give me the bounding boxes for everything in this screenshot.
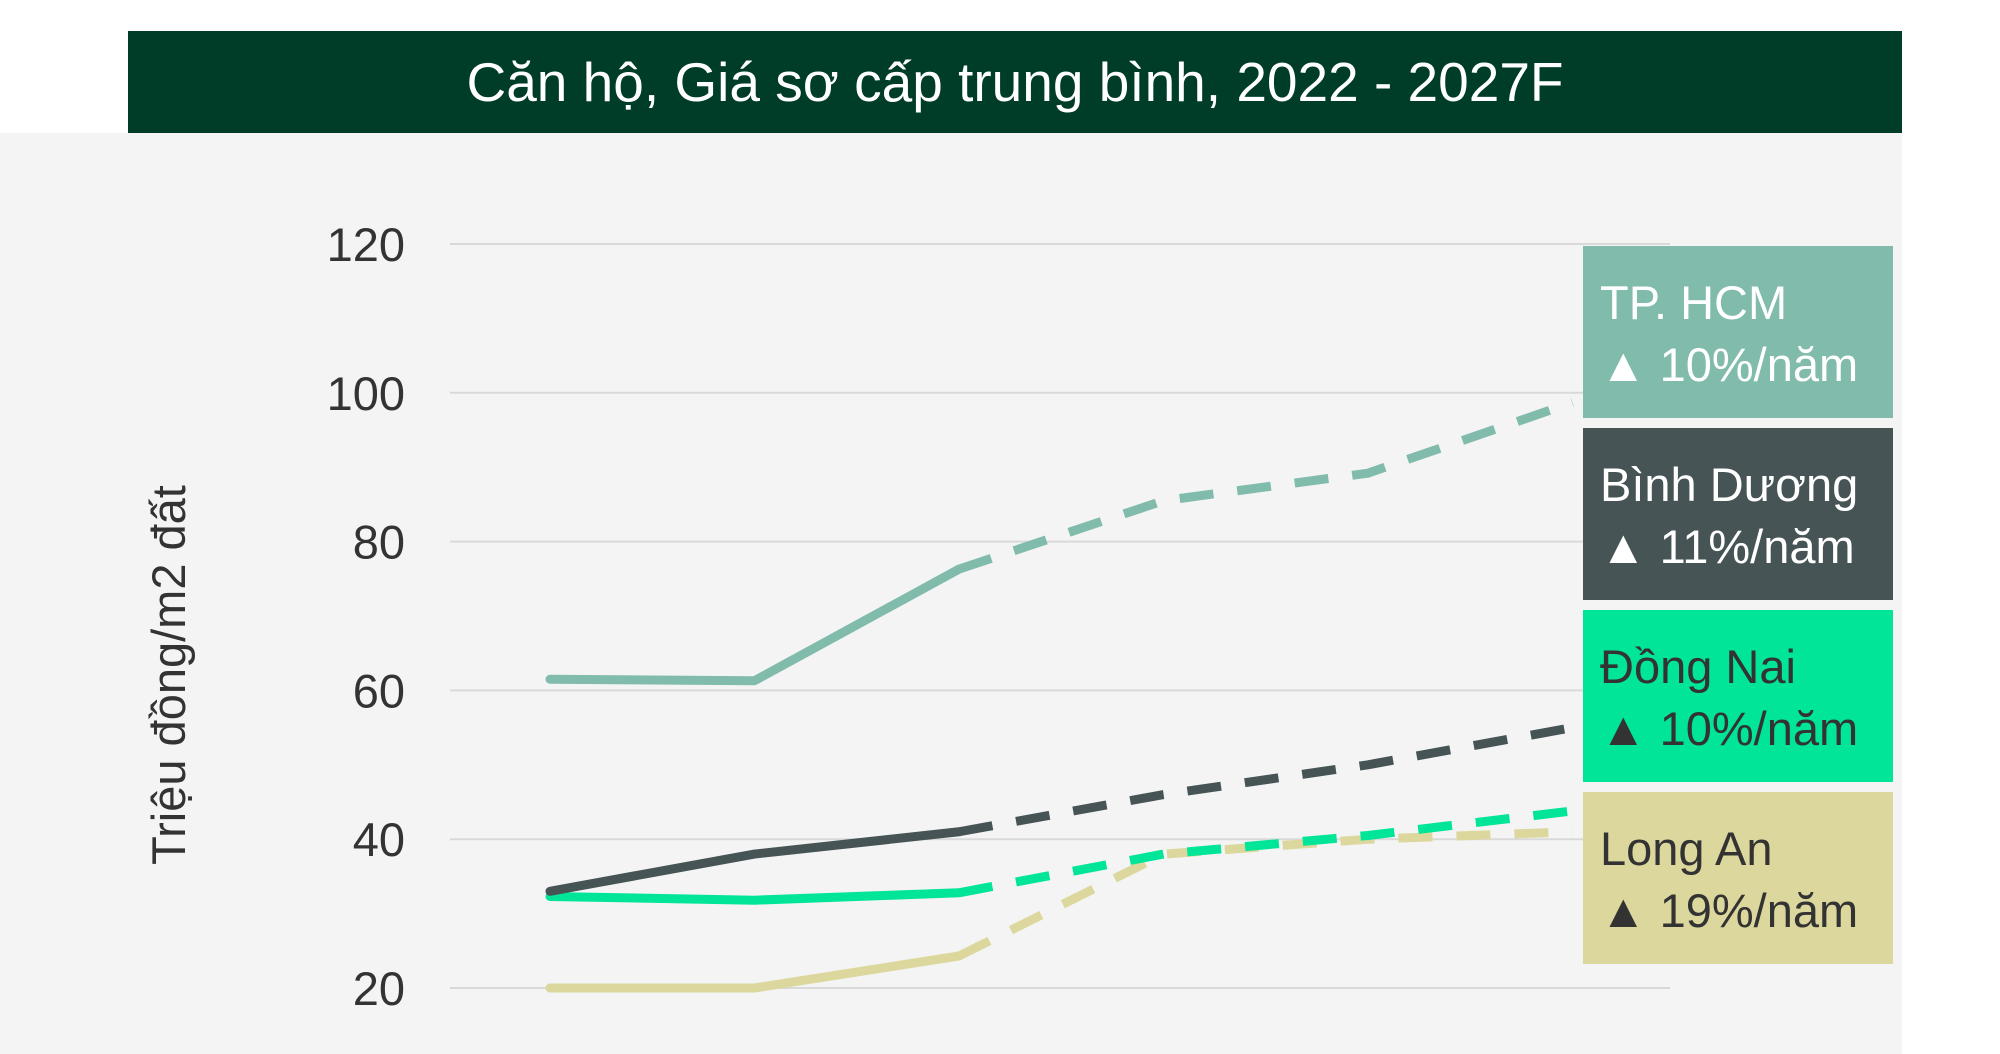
legend-series-name: Long An (1600, 822, 1773, 875)
y-axis-label: Triệu đồng/m2 đất (142, 485, 195, 865)
legend-item: Đồng Nai ▲ 10%/năm (1583, 610, 1893, 782)
legend-growth-rate: ▲ 19%/năm (1600, 884, 1859, 937)
series-line-actual-long-an (545, 951, 964, 993)
legend-item: Bình Dương ▲ 11%/năm (1583, 428, 1893, 600)
legend-series-name: Đồng Nai (1600, 640, 1796, 693)
series-line-actual-b-nh-d-ng (545, 827, 964, 896)
y-tick-label: 40 (353, 813, 405, 866)
legend-growth-rate: ▲ 10%/năm (1600, 338, 1859, 391)
series-line-actual--ng-nai (545, 888, 964, 905)
legend-growth-rate: ▲ 10%/năm (1600, 702, 1859, 755)
legend-series-name: TP. HCM (1600, 276, 1788, 329)
series-line-forecast-long-an (956, 827, 1573, 961)
series-line-actual-tp-hcm (545, 564, 964, 686)
chart-title-bar: Căn hộ, Giá sơ cấp trung bình, 2022 - 20… (128, 31, 1902, 133)
y-tick-label: 60 (353, 664, 405, 717)
y-tick-label: 20 (353, 962, 405, 1015)
y-tick-label: 100 (327, 367, 405, 420)
series-line-forecast-tp-hcm (957, 398, 1574, 574)
y-tick-label: 120 (327, 218, 405, 271)
series-line-forecast--ng-nai (958, 806, 1574, 898)
legend-item: Long An ▲ 19%/năm (1583, 792, 1893, 964)
legend-series-name: Bình Dương (1600, 458, 1859, 511)
legend-growth-rate: ▲ 11%/năm (1600, 520, 1855, 573)
legend-item: TP. HCM ▲ 10%/năm (1583, 246, 1893, 418)
chart-title: Căn hộ, Giá sơ cấp trung bình, 2022 - 20… (466, 51, 1564, 113)
y-tick-label: 80 (353, 516, 405, 569)
series-line-forecast-b-nh-d-ng (958, 723, 1574, 837)
